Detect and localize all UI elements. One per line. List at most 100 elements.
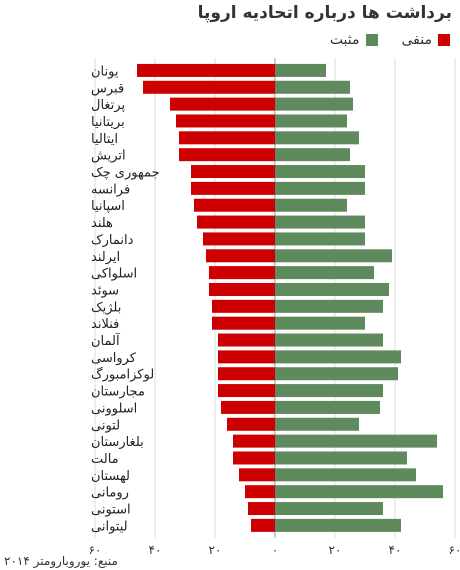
category-label: اسپانیا [91,199,125,214]
category-label: سوئد [91,283,119,298]
category-label: لتونی [91,418,120,433]
bar-positive [275,518,401,532]
legend-swatch-positive [365,34,378,46]
bar-positive [275,468,416,482]
bar-negative [251,518,275,532]
category-label: مالت [91,452,119,467]
bar-positive [275,266,374,280]
bar-negative [218,367,275,381]
category-label: لهستان [91,469,130,484]
bar-negative [209,282,275,296]
bar-positive [275,333,383,347]
category-label: کرواسی [91,351,137,366]
bar-negative [179,148,275,162]
category-label: پرتغال [91,98,125,113]
x-tick-label: ۴۰ [149,543,162,557]
category-label: قبرس [91,81,124,96]
category-label: اسلواکی [91,267,137,282]
x-tick-label: ۴۰ [389,543,402,557]
bar-negative [233,434,275,448]
x-tick-label: ۶۰ [89,543,102,557]
bar-negative [239,468,275,482]
category-label: هلند [91,216,113,231]
bar-positive [275,282,389,296]
bar-negative [212,299,275,313]
bar-positive [275,384,383,398]
bar-negative [233,451,275,465]
category-label: بلغارستان [91,435,144,450]
bar-positive [275,165,365,179]
legend-item-positive: مثبت [330,32,378,48]
bar-negative [248,502,275,516]
bar-negative [176,114,275,128]
category-label: ایرلند [91,250,120,265]
category-label: بلژیک [91,300,121,315]
category-label: اتریش [91,149,126,164]
bar-positive [275,417,359,431]
category-label: فنلاند [91,317,119,332]
bar-positive [275,181,365,195]
bar-negative [206,249,275,263]
bar-negative [203,232,275,246]
category-label: لوکزامبورگ [91,366,154,383]
bar-negative [170,97,275,111]
legend-item-negative: منفی [402,32,450,48]
bar-negative [245,485,275,499]
bar-positive [275,148,350,162]
bar-positive [275,485,443,499]
bar-positive [275,198,347,212]
legend-swatch-negative [438,34,450,46]
bar-negative [221,400,275,414]
bar-negative [191,165,275,179]
bar-positive [275,451,407,465]
category-label: استونی [91,503,131,518]
bar-negative [212,316,275,330]
category-label: ایتالیا [91,132,118,147]
x-tick-label: ۰ [272,543,278,557]
bar-positive [275,249,392,263]
bar-negative [191,181,275,195]
category-label: دانمارک [91,233,134,248]
bar-negative [143,80,275,94]
category-label: رومانی [91,486,129,501]
legend: منفی مثبت [330,32,450,48]
category-label: آلمان [91,332,121,349]
category-label: یونان [91,64,119,79]
bar-positive [275,367,398,381]
bar-negative [227,417,275,431]
legend-label-positive: مثبت [329,32,360,48]
category-label: فرانسه [91,182,130,197]
bar-positive [275,215,365,229]
bar-positive [275,400,380,414]
bar-negative [209,266,275,280]
bar-positive [275,502,383,516]
chart-title: برداشت ها درباره اتحادیه اروپا [197,3,452,23]
bar-positive [275,316,365,330]
bar-positive [275,63,326,77]
bar-positive [275,299,383,313]
bar-positive [275,131,359,145]
bar-negative [137,63,275,77]
bar-positive [275,80,350,94]
category-label: اسلوونی [91,401,137,416]
bar-negative [197,215,275,229]
bar-negative [218,333,275,347]
legend-label-negative: منفی [401,32,432,48]
category-label: بریتانیا [91,115,125,130]
x-tick-label: ۲۰ [209,543,222,557]
bar-positive [275,97,353,111]
category-label: مجارستان [91,385,145,400]
bar-negative [179,131,275,145]
x-tick-label: ۶۰ [449,543,460,557]
bar-positive [275,232,365,246]
bar-positive [275,350,401,364]
bar-negative [218,350,275,364]
category-label: لیتوانی [91,519,128,534]
source-note: منبع: یوروبارومتر ۲۰۱۴ [4,554,118,568]
bar-negative [218,384,275,398]
category-label: جمهوری چک [91,166,160,181]
bar-negative [194,198,275,212]
x-tick-label: ۲۰ [329,543,342,557]
bar-positive [275,114,347,128]
